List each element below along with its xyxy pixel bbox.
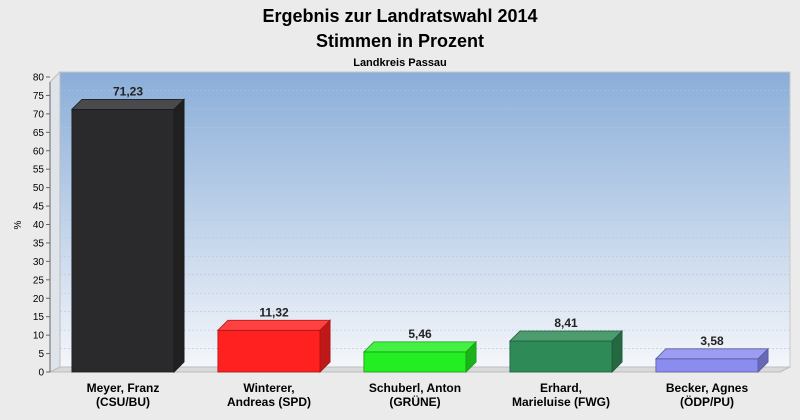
y-tick-label: 55 (33, 165, 45, 176)
bar-top (654, 348, 770, 360)
bars: 71,23 11,32 5,46 8,41 3,58 (70, 84, 770, 373)
y-tick-label: 20 (33, 294, 45, 305)
x-tick-label: Schuberl, Anton (369, 381, 461, 395)
bar-side (173, 98, 185, 373)
bar-front (363, 351, 467, 373)
bar (654, 347, 770, 373)
y-tick-label: 30 (33, 257, 45, 268)
y-tick-label: 10 (33, 331, 45, 342)
chart-subtitle: Stimmen in Prozent (316, 31, 484, 51)
x-tick-label: Andreas (SPD) (227, 395, 311, 409)
x-tick-label: Meyer, Franz (87, 381, 160, 395)
y-tick-label: 5 (38, 349, 44, 360)
bar (362, 340, 478, 373)
x-axis: Meyer, Franz(CSU/BU) Winterer,Andreas (SP… (87, 381, 749, 409)
data-label: 11,32 (259, 305, 289, 319)
y-tick-label: 65 (33, 128, 45, 139)
y-tick-label: 25 (33, 275, 45, 286)
x-tick-label: Becker, Agnes (666, 381, 749, 395)
bar-top (70, 98, 186, 110)
y-tick-label: 15 (33, 312, 45, 323)
y-tick-label: 45 (33, 202, 45, 213)
x-tick-label: (CSU/BU) (96, 395, 150, 409)
bar-front (655, 358, 759, 373)
bar-side (319, 319, 331, 373)
bar-front (509, 340, 613, 373)
chart-title: Ergebnis zur Landratswahl 2014 (262, 6, 537, 26)
x-tick-label: (ÖDP/PU) (680, 394, 734, 409)
y-tick-label: 80 (33, 73, 45, 84)
bar-top (216, 319, 332, 331)
y-tick-label: 0 (38, 368, 44, 379)
bar-side (611, 330, 623, 373)
bar-side (757, 347, 769, 373)
data-label: 3,58 (700, 334, 724, 348)
bar (216, 319, 332, 373)
y-tick-label: 70 (33, 109, 45, 120)
bar-top (362, 341, 478, 353)
bar (508, 330, 624, 373)
bar-front (71, 108, 175, 373)
y-tick-label: 60 (33, 146, 45, 157)
plot-left-wall (49, 70, 61, 373)
x-tick-label: Marieluise (FWG) (512, 395, 610, 409)
y-axis: 0 5 10 15 20 25 30 35 40 45 50 55 60 65 70 75 80 (33, 73, 51, 379)
data-label: 8,41 (554, 316, 578, 330)
x-tick-label: Winterer, (243, 381, 294, 395)
y-tick-label: 40 (33, 220, 45, 231)
x-tick-label: Erhard, (540, 381, 582, 395)
y-tick-label: 50 (33, 183, 45, 194)
y-tick-label: 35 (33, 238, 45, 249)
x-tick-label: (GRÜNE) (389, 394, 440, 409)
chart-region: Landkreis Passau (353, 57, 447, 69)
bar-front (217, 329, 321, 373)
data-label: 5,46 (408, 327, 432, 341)
bar-side (465, 340, 477, 373)
bar (70, 98, 186, 373)
data-label: 71,23 (113, 84, 143, 98)
y-tick-label: 75 (33, 91, 45, 102)
y-axis-label: % (13, 220, 24, 229)
bar-top (508, 330, 624, 342)
